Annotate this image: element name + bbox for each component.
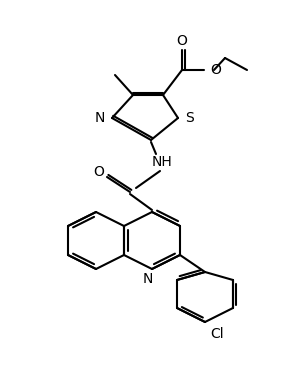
Text: N: N <box>143 272 153 286</box>
Text: S: S <box>185 111 194 125</box>
Text: O: O <box>177 34 187 48</box>
Text: Cl: Cl <box>210 327 224 341</box>
Text: O: O <box>93 165 105 179</box>
Text: NH: NH <box>152 155 172 169</box>
Text: N: N <box>95 111 105 125</box>
Text: O: O <box>210 63 221 77</box>
